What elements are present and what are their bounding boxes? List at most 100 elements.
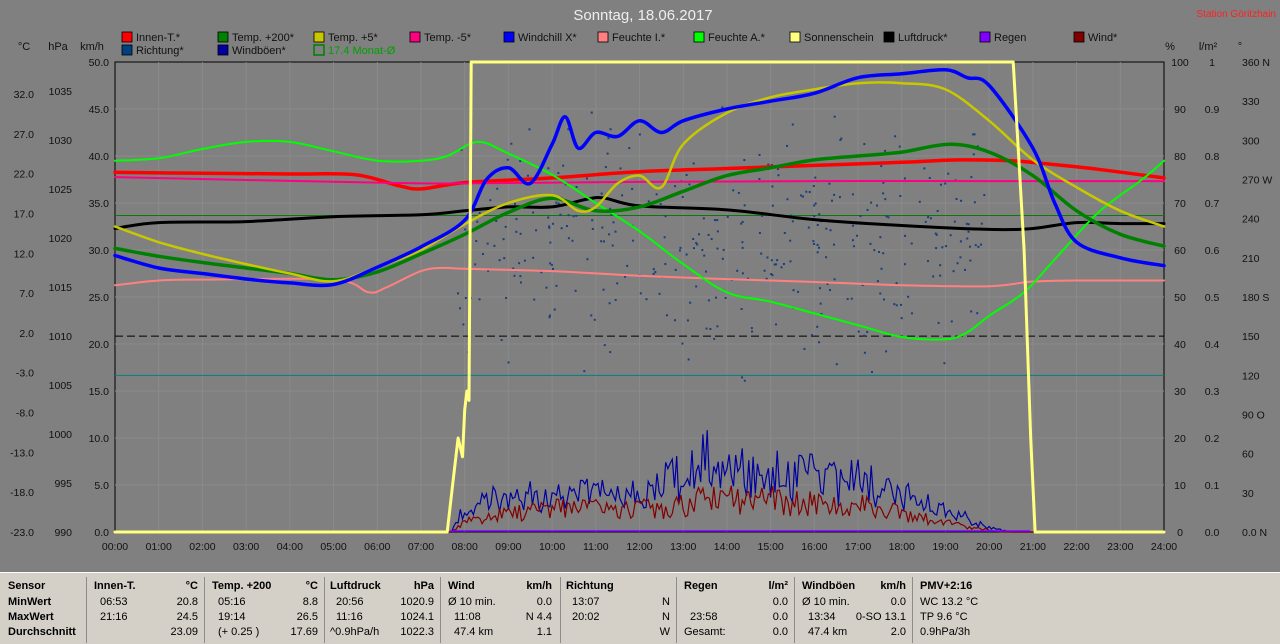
wind-direction-dot	[532, 211, 535, 214]
tick-label-hpa: 1035	[49, 86, 73, 98]
wind-direction-dot	[549, 314, 552, 317]
wind-direction-dot	[825, 256, 828, 259]
stats-unit: l/m²	[768, 580, 788, 592]
wind-direction-dot	[816, 251, 819, 254]
tick-label-degrees: 30	[1242, 488, 1254, 500]
wind-direction-dot	[489, 199, 492, 202]
wind-direction-dot	[884, 198, 887, 201]
wind-direction-dot	[825, 227, 828, 230]
wind-direction-dot	[513, 274, 516, 277]
wind-direction-dot	[560, 227, 563, 230]
legend-label: Windchill X*	[518, 32, 577, 44]
wind-direction-dot	[685, 253, 688, 256]
wind-direction-dot	[813, 204, 816, 207]
stats-value: 17.69	[290, 626, 318, 638]
wind-direction-dot	[743, 204, 746, 207]
wind-direction-dot	[747, 277, 750, 280]
stats-header: Windböen	[802, 580, 856, 592]
tick-label-degrees: 210	[1242, 253, 1260, 265]
wind-direction-dot	[551, 222, 554, 225]
stats-col-luftdruck: Luftdruck hPa 20:56 1020.9 11:16 1024.1 …	[326, 577, 441, 643]
wind-direction-dot	[515, 230, 518, 233]
tick-label-celsius: 27.0	[14, 129, 35, 141]
tick-label-percent: 0	[1177, 527, 1183, 539]
wind-direction-dot	[893, 303, 896, 306]
wind-direction-dot	[977, 245, 980, 248]
wind-direction-dot	[610, 213, 613, 216]
legend-swatch	[313, 31, 325, 43]
tick-label-time: 13:00	[670, 541, 696, 553]
tick-label-kmh: 30.0	[89, 245, 110, 257]
series-lines	[113, 60, 1166, 534]
wind-direction-dot	[713, 337, 716, 340]
wind-direction-dot	[600, 192, 603, 195]
wind-direction-dot	[506, 158, 509, 161]
wind-direction-dot	[831, 199, 834, 202]
wind-direction-dot	[801, 195, 804, 198]
wind-direction-dot	[900, 303, 903, 306]
wind-direction-dot	[602, 240, 605, 243]
stats-value: 1020.9	[400, 596, 434, 608]
wind-direction-dot	[786, 144, 789, 147]
tick-label-time: 06:00	[364, 541, 390, 553]
wind-direction-dot	[692, 247, 695, 250]
legend-label: Regen	[994, 32, 1026, 44]
wind-direction-dot	[664, 215, 667, 218]
legend-label: Innen-T.*	[136, 32, 181, 44]
wind-direction-dot	[614, 230, 617, 233]
stats-row-label-avg: Durchschnitt	[8, 626, 76, 638]
wind-direction-dot	[983, 194, 986, 197]
stats-value: N 4.4	[525, 611, 552, 623]
stats-value: N	[662, 611, 670, 623]
wind-direction-dot	[603, 344, 606, 347]
wind-direction-dot	[898, 145, 901, 148]
tick-label-degrees: 270 W	[1242, 175, 1272, 187]
wind-direction-dot	[960, 199, 963, 202]
wind-direction-dot	[487, 269, 490, 272]
wind-direction-dot	[965, 222, 968, 225]
wind-direction-dot	[820, 313, 823, 316]
wind-direction-dot	[929, 217, 932, 220]
wind-direction-dot	[941, 246, 944, 249]
stats-value: 1.1	[536, 626, 552, 638]
wind-direction-dot	[970, 310, 973, 313]
wind-direction-dot	[481, 253, 484, 256]
tick-label-hpa: 1005	[49, 380, 73, 392]
wind-direction-dot	[945, 245, 948, 248]
wind-direction-dot	[980, 222, 983, 225]
wind-direction-dot	[663, 236, 666, 239]
wind-direction-dot	[943, 362, 946, 365]
wind-direction-dot	[879, 236, 882, 239]
stats-header: Regen	[684, 580, 718, 592]
tick-label-celsius: -23.0	[10, 527, 34, 539]
wind-direction-dot	[547, 167, 550, 170]
stats-value: 0.0	[890, 596, 906, 608]
wind-direction-dot	[972, 153, 975, 156]
tick-label-celsius: -3.0	[16, 368, 34, 380]
wind-direction-dot	[846, 297, 849, 300]
tick-label-lm2: 0.9	[1205, 104, 1220, 116]
chart-legend: Innen-T.* Temp. +200* Temp. +5* Temp. -5* Wi…	[121, 31, 1118, 57]
tick-label-hpa: 990	[54, 527, 72, 539]
wind-direction-dot	[776, 168, 779, 171]
series-line	[114, 139, 1165, 341]
tick-label-kmh: 15.0	[89, 386, 110, 398]
wind-direction-dot	[770, 164, 773, 167]
wind-direction-dot	[783, 231, 786, 234]
wind-direction-dot	[882, 181, 885, 184]
legend-swatch	[217, 44, 229, 56]
wind-direction-dot	[548, 225, 551, 228]
wind-direction-dot	[835, 363, 838, 366]
wind-direction-dot	[557, 171, 560, 174]
wind-direction-dot	[805, 190, 808, 193]
wind-direction-dot	[741, 246, 744, 249]
wind-direction-dot	[741, 220, 744, 223]
wind-direction-dot	[601, 226, 604, 229]
wind-direction-dot	[833, 278, 836, 281]
stats-label: Ø 10 min.	[802, 596, 850, 608]
tick-label-degrees: 300	[1242, 135, 1260, 147]
wind-direction-dot	[724, 296, 727, 299]
wind-direction-dot	[870, 371, 873, 374]
wind-direction-dot	[515, 218, 518, 221]
wind-direction-dot	[750, 327, 753, 330]
